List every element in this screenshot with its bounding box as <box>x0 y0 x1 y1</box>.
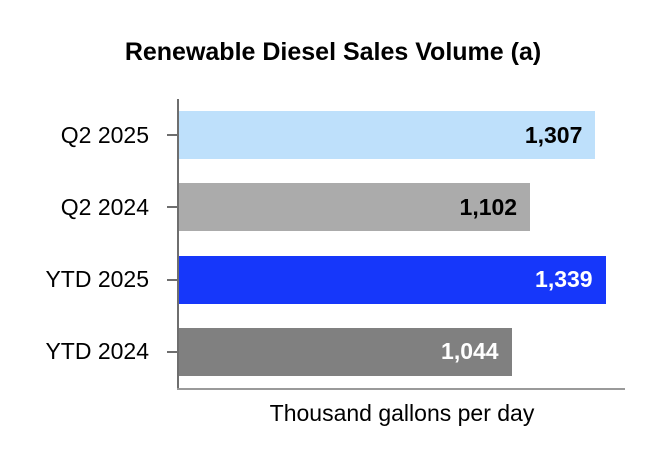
bar-q2-2025: 1,307 <box>179 111 596 159</box>
axis-tick <box>167 206 179 209</box>
bar-ytd-2024: 1,044 <box>179 327 512 376</box>
chart-row: Q2 2024 1,102 <box>61 171 625 243</box>
category-label: YTD 2024 <box>45 338 149 365</box>
x-axis-line <box>177 388 625 390</box>
bar-value-label: 1,339 <box>535 266 593 292</box>
axis-tick <box>167 350 179 353</box>
chart-row: Q2 2025 1,307 <box>61 99 625 171</box>
axis-tick <box>167 134 179 137</box>
chart-row: YTD 2024 1,044 <box>45 316 625 388</box>
bar-value-label: 1,044 <box>441 338 499 365</box>
plot-area: Q2 2025 1,307 Q2 2024 1,102 YTD 2025 1,339 YTD… <box>45 99 625 390</box>
bar-value-label: 1,307 <box>524 121 583 148</box>
category-label: YTD 2025 <box>45 266 149 293</box>
category-label: Q2 2024 <box>60 193 149 220</box>
bar-rows: Q2 2025 1,307 Q2 2024 1,102 YTD 2025 1,339 YTD… <box>45 99 625 388</box>
x-axis-label: Thousand gallons per day <box>269 400 535 426</box>
axis-tick <box>167 278 179 281</box>
chart-title: Renewable Diesel Sales Volume (a) <box>124 38 542 66</box>
bar-ytd-2025: 1,339 <box>179 255 606 304</box>
bar-q2-2024: 1,102 <box>179 183 531 232</box>
chart-row: YTD 2025 1,339 <box>45 244 625 316</box>
bar-value-label: 1,102 <box>459 193 518 220</box>
category-label: Q2 2025 <box>60 121 149 148</box>
y-axis-line <box>177 99 179 388</box>
